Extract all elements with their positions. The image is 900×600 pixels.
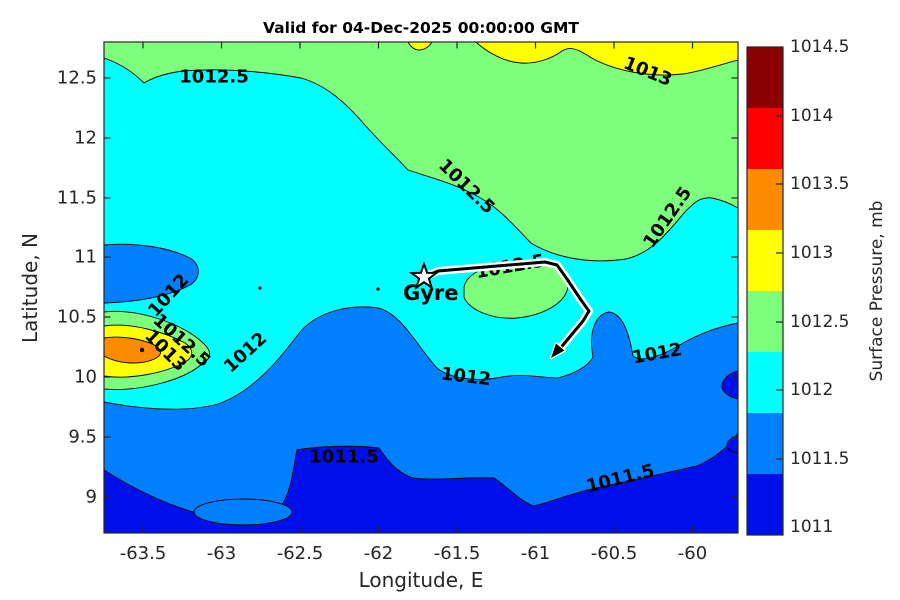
x-tick-label: -60 — [677, 543, 708, 564]
colorbar-border — [746, 46, 784, 536]
colorbar-segment — [747, 474, 783, 535]
station-dot — [376, 287, 380, 291]
y-tick-label: 10 — [74, 366, 97, 388]
x-tick-label: -63 — [206, 543, 237, 564]
colorbar-segment — [747, 230, 783, 291]
x-tick-label: -62.5 — [276, 543, 324, 564]
colorbar-segment — [747, 169, 783, 230]
fill-1011-east-pocket-2 — [726, 435, 738, 454]
x-tick-label: -61.5 — [433, 543, 481, 564]
colorbar-tick-label: 1014 — [790, 106, 834, 126]
plot-border — [103, 41, 739, 534]
y-tick-label: 10.5 — [56, 306, 97, 328]
gyre-track — [408, 258, 593, 360]
colorbar-tick-label: 1011.5 — [790, 449, 850, 469]
fill-1012_5-north-mass — [104, 42, 738, 262]
y-axis-label: Latitude, N — [18, 233, 42, 343]
y-tick-label: 11 — [74, 246, 97, 268]
y-tick-label: 12.5 — [56, 67, 97, 89]
colorbar-segment — [747, 352, 783, 413]
fill-1011-east-pocket-1 — [721, 370, 738, 400]
colorbar-tick-label: 1011 — [790, 517, 834, 537]
colorbar-label: Surface Pressure, mb — [867, 200, 887, 382]
colorbar-tick-marks — [776, 115, 783, 460]
track-label: Gyre — [403, 281, 459, 305]
y-tick-label: 11.5 — [56, 187, 97, 209]
figure-title: Valid for 04-Dec-2025 00:00:00 GMT — [263, 19, 579, 37]
fill-1011_5-patch-in-south-band — [193, 498, 293, 526]
x-tick-label: -62 — [363, 543, 394, 564]
x-tick-label: -60.5 — [590, 543, 638, 564]
x-tick-label: -61 — [520, 543, 551, 564]
colorbar-segment — [747, 47, 783, 108]
track-start-star-icon — [408, 260, 440, 290]
colorbar-tick-label: 1013 — [790, 243, 834, 263]
colorbar-tick-label: 1013.5 — [790, 174, 850, 194]
axis-tick-marks — [104, 42, 738, 533]
colorbar — [747, 47, 783, 535]
fill-1013_5-hotspot-core — [104, 336, 161, 364]
contour-value-label: 1012.5 — [179, 66, 248, 87]
track-arrowhead-icon — [549, 342, 566, 360]
y-tick-label: 9.5 — [68, 426, 97, 448]
pressure-max-dot — [139, 347, 145, 353]
contour-value-label: 1011.5 — [309, 446, 378, 467]
colorbar-segment — [747, 108, 783, 169]
colorbar-tick-label: 1012.5 — [790, 312, 850, 332]
fill-1013-top-right-band — [475, 42, 738, 76]
fill-1013-top-notch — [407, 42, 433, 51]
x-axis-label: Longitude, E — [358, 568, 484, 592]
fill-1011_5-south-region — [104, 306, 738, 533]
colorbar-tick-label: 1014.5 — [790, 37, 850, 57]
station-dot — [258, 286, 262, 290]
track-line — [422, 260, 591, 353]
colorbar-tick-label: 1012 — [790, 380, 834, 400]
y-tick-label: 12 — [74, 127, 97, 149]
colorbar-segment — [747, 413, 783, 474]
y-tick-label: 9 — [85, 486, 97, 508]
fill-1011_5-west-tongue — [104, 243, 199, 304]
x-tick-label: -63.5 — [119, 543, 167, 564]
